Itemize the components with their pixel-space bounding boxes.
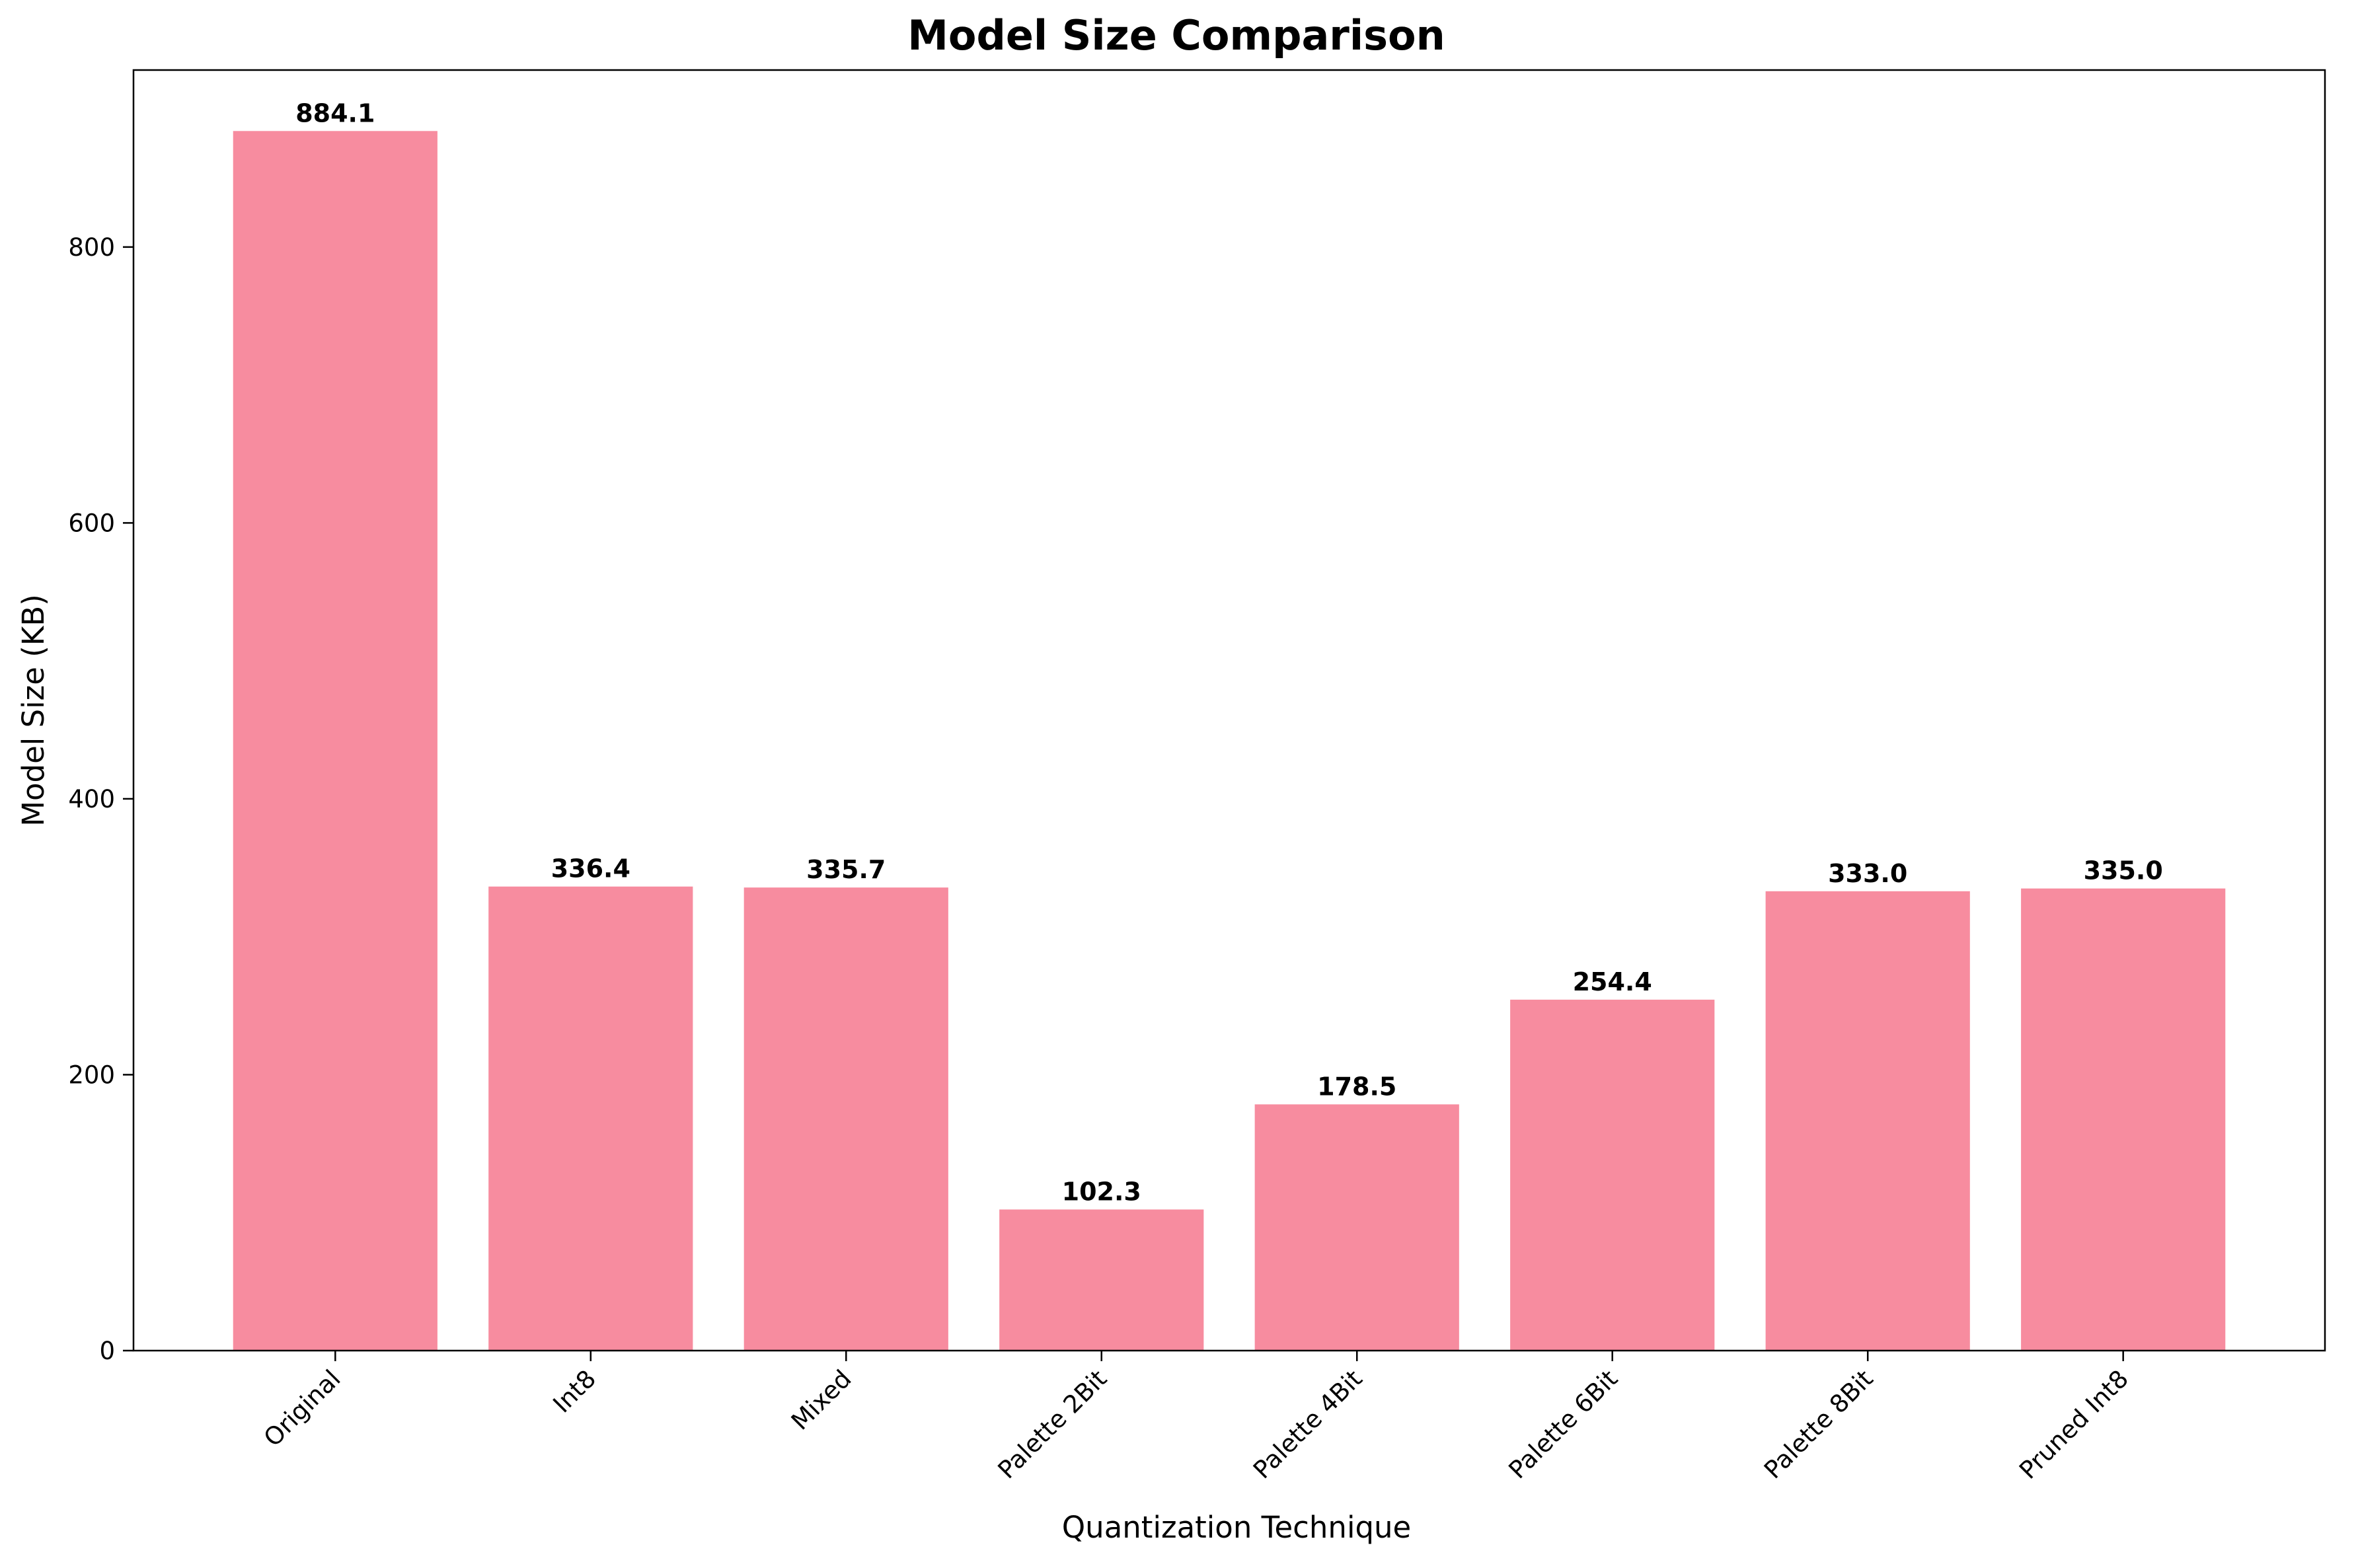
bar-value-label: 333.0 [1828, 859, 1907, 888]
bar-palette-6bit [1510, 999, 1715, 1351]
chart-title: Model Size Comparison [907, 11, 1445, 59]
bar-value-label: 336.4 [551, 854, 630, 883]
bar-palette-2bit [999, 1209, 1204, 1351]
y-tick-label: 600 [68, 509, 115, 537]
y-tick-label: 400 [68, 785, 115, 813]
plot-frame [132, 69, 2326, 1352]
y-tick-label: 800 [68, 233, 115, 262]
bar-original [233, 131, 437, 1351]
bar-pruned-int8 [2021, 888, 2226, 1351]
bar-palette-8bit [1765, 891, 1970, 1351]
y-tick-label: 200 [68, 1061, 115, 1089]
bar-value-label: 102.3 [1062, 1177, 1141, 1206]
y-axis: 0 200 400 600 800 [68, 233, 133, 1365]
y-axis-label: Model Size (KB) [16, 594, 51, 827]
bar-mixed [743, 887, 948, 1351]
bar-value-label: 884.1 [295, 98, 375, 128]
bars-layer [233, 131, 2226, 1351]
bar-value-label: 178.5 [1317, 1072, 1396, 1101]
bar-palette-4bit [1254, 1104, 1459, 1351]
value-labels-layer: 884.1 336.4 335.7 102.3 178.5 254.4 333.0 335.0 [295, 98, 2163, 1206]
y-tick-label: 0 [99, 1337, 115, 1365]
bar-value-label: 254.4 [1573, 967, 1652, 996]
bar-int8 [488, 886, 693, 1351]
bar-value-label: 335.7 [806, 855, 886, 884]
bar-value-label: 335.0 [2084, 856, 2163, 885]
x-axis-label: Quantization Technique [1062, 1510, 1411, 1545]
